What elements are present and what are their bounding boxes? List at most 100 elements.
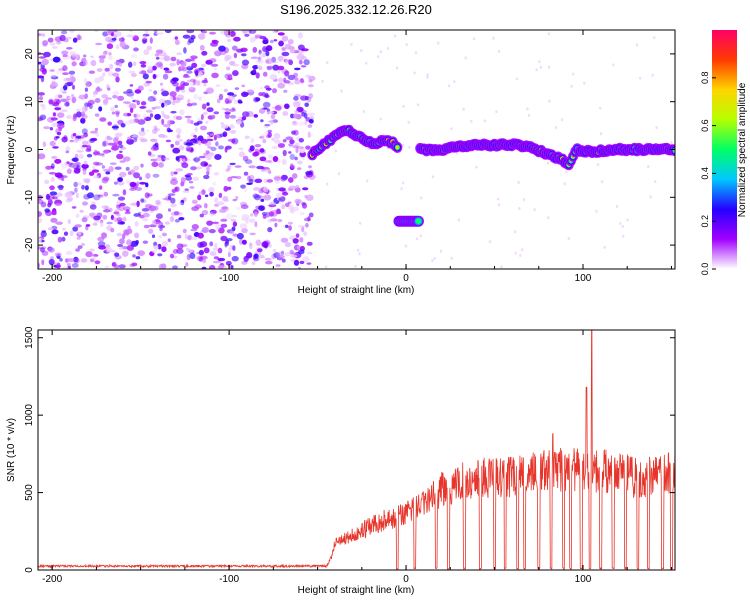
noise-cell [159, 98, 166, 105]
noise-cell [147, 96, 156, 102]
noise-cell [89, 103, 93, 110]
noise-cell [218, 45, 226, 52]
noise-cell [309, 134, 313, 137]
noise-cell [229, 230, 235, 234]
noise-cell [95, 87, 103, 92]
noise-cell [44, 179, 50, 185]
noise-cell [189, 186, 195, 189]
noise-cell [282, 111, 289, 116]
noise-cell [172, 147, 181, 154]
noise-cell [206, 220, 214, 226]
noise-cell [67, 218, 71, 225]
noise-cell [155, 213, 163, 220]
heatmap-cells [38, 30, 675, 269]
noise-cell [59, 34, 66, 42]
noise-cell [299, 260, 305, 265]
noise-cell [653, 36, 656, 40]
noise-cell [129, 181, 137, 187]
noise-cell [289, 48, 296, 54]
noise-cell [393, 34, 397, 38]
noise-cell [82, 201, 88, 206]
noise-cell [140, 138, 148, 143]
noise-cell [218, 192, 223, 198]
noise-cell [241, 116, 247, 121]
noise-cell [114, 208, 122, 212]
noise-cell [201, 209, 209, 216]
noise-cell [146, 45, 152, 51]
noise-cell [72, 37, 78, 43]
noise-cell [218, 145, 224, 150]
noise-cell [264, 160, 272, 163]
noise-cell [277, 32, 285, 36]
noise-cell [236, 206, 242, 210]
noise-cell [278, 40, 284, 47]
noise-cell [457, 218, 461, 222]
noise-cell [284, 43, 292, 50]
noise-cell [48, 172, 57, 175]
noise-cell [263, 186, 269, 193]
noise-cell [470, 119, 473, 123]
noise-cell [496, 197, 500, 201]
x-tick-label: -200 [42, 273, 62, 284]
noise-cell [122, 216, 127, 222]
noise-cell [244, 159, 253, 165]
noise-cell [38, 211, 42, 217]
noise-cell [622, 234, 625, 238]
noise-cell [207, 146, 213, 149]
noise-cell [298, 59, 303, 65]
noise-cell [253, 186, 260, 191]
noise-cell [200, 138, 208, 144]
noise-cell [149, 113, 154, 118]
noise-cell [74, 224, 82, 228]
noise-cell [248, 218, 256, 223]
noise-cell [236, 119, 242, 125]
noise-cell [519, 254, 522, 257]
noise-cell [265, 50, 270, 57]
noise-cell [241, 91, 249, 98]
noise-cell [288, 204, 294, 210]
noise-cell [59, 60, 63, 64]
noise-cell [583, 81, 586, 85]
noise-cell [554, 126, 558, 129]
noise-cell [201, 227, 209, 233]
noise-cell [110, 106, 115, 112]
noise-cell [42, 40, 49, 46]
noise-cell [235, 175, 242, 180]
noise-cell [84, 81, 91, 88]
noise-cell [101, 232, 107, 238]
noise-cell [47, 227, 54, 230]
noise-cell [255, 72, 260, 79]
noise-cell [285, 224, 289, 228]
noise-cell [288, 143, 294, 147]
noise-cell [83, 179, 91, 183]
noise-cell [359, 221, 362, 225]
noise-cell [567, 237, 570, 240]
noise-cell [277, 143, 285, 148]
noise-cell [114, 166, 122, 170]
noise-cell [65, 150, 70, 154]
noise-cell [215, 223, 221, 230]
noise-cell [249, 178, 254, 184]
noise-cell [285, 136, 294, 141]
noise-cell [265, 260, 273, 265]
noise-cell [155, 222, 162, 227]
noise-cell [219, 208, 227, 213]
noise-cell [268, 243, 272, 248]
noise-cell [158, 263, 163, 269]
noise-cell [170, 179, 178, 185]
noise-cell [626, 218, 629, 222]
noise-cell [160, 82, 163, 86]
noise-cell [71, 96, 77, 104]
noise-cell [267, 227, 273, 233]
noise-cell [176, 248, 184, 255]
y-tick-label: 1500 [24, 326, 35, 349]
noise-cell [133, 165, 140, 171]
noise-cell [81, 242, 85, 247]
noise-cell [39, 114, 47, 121]
noise-cell [238, 151, 245, 158]
noise-cell [250, 137, 255, 144]
noise-cell [66, 161, 70, 165]
noise-cell [89, 248, 95, 252]
noise-cell [281, 191, 289, 196]
noise-cell [162, 123, 171, 128]
